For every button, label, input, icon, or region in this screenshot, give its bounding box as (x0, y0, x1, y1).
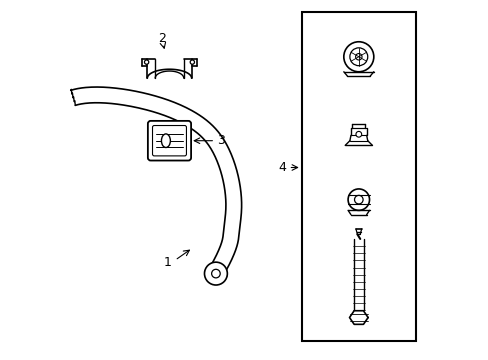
Text: 1: 1 (163, 256, 171, 269)
Circle shape (343, 42, 373, 72)
Text: 4: 4 (278, 161, 285, 174)
FancyBboxPatch shape (147, 121, 191, 161)
Circle shape (204, 262, 227, 285)
Ellipse shape (161, 134, 170, 148)
Circle shape (144, 60, 148, 64)
Bar (301, 12, 415, 341)
Circle shape (347, 189, 369, 210)
Text: 3: 3 (217, 134, 225, 147)
Polygon shape (349, 311, 367, 324)
Circle shape (355, 131, 361, 137)
Text: 2: 2 (157, 32, 165, 45)
Circle shape (190, 60, 194, 64)
